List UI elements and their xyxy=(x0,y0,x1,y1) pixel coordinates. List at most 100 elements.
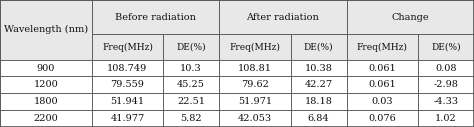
Bar xyxy=(219,0,346,34)
Text: 2200: 2200 xyxy=(34,114,58,123)
Bar xyxy=(291,34,346,60)
Bar xyxy=(0,0,92,60)
Text: 42.27: 42.27 xyxy=(304,80,333,89)
Text: 79.62: 79.62 xyxy=(241,80,269,89)
Bar xyxy=(163,60,219,76)
Text: 79.559: 79.559 xyxy=(110,80,145,89)
Bar xyxy=(219,34,291,60)
Bar xyxy=(92,34,163,60)
Text: 18.18: 18.18 xyxy=(305,97,332,106)
Bar xyxy=(163,76,219,93)
Text: Change: Change xyxy=(392,13,429,22)
Bar xyxy=(346,76,418,93)
Text: Freq(MHz): Freq(MHz) xyxy=(229,42,280,52)
Text: -4.33: -4.33 xyxy=(433,97,458,106)
Bar xyxy=(291,93,346,110)
Bar xyxy=(418,110,474,127)
Text: Before radiation: Before radiation xyxy=(115,13,196,22)
Bar xyxy=(219,34,291,60)
Bar xyxy=(346,34,418,60)
Bar xyxy=(92,34,163,60)
Bar xyxy=(163,93,219,110)
Bar xyxy=(0,93,92,110)
Bar xyxy=(219,0,346,34)
Text: 42.053: 42.053 xyxy=(238,114,272,123)
Bar xyxy=(346,110,418,127)
Text: 108.81: 108.81 xyxy=(238,64,272,73)
Bar xyxy=(418,60,474,76)
Bar xyxy=(418,34,474,60)
Text: -2.98: -2.98 xyxy=(434,80,458,89)
Bar xyxy=(92,0,219,34)
Bar xyxy=(163,110,219,127)
Bar xyxy=(418,60,474,76)
Bar xyxy=(92,110,163,127)
Text: 51.941: 51.941 xyxy=(110,97,145,106)
Bar xyxy=(291,110,346,127)
Text: Freq(MHz): Freq(MHz) xyxy=(102,42,153,52)
Bar xyxy=(418,93,474,110)
Text: 0.061: 0.061 xyxy=(368,64,396,73)
Text: 6.84: 6.84 xyxy=(308,114,329,123)
Bar xyxy=(0,60,92,76)
Bar xyxy=(0,76,92,93)
Bar xyxy=(92,93,163,110)
Bar xyxy=(92,0,219,34)
Bar xyxy=(291,60,346,76)
Bar xyxy=(163,60,219,76)
Bar xyxy=(219,110,291,127)
Text: 0.03: 0.03 xyxy=(372,97,393,106)
Bar xyxy=(291,110,346,127)
Bar xyxy=(291,93,346,110)
Text: 45.25: 45.25 xyxy=(177,80,205,89)
Bar xyxy=(291,34,346,60)
Text: DE(%): DE(%) xyxy=(431,43,461,51)
Bar xyxy=(219,60,291,76)
Text: 5.82: 5.82 xyxy=(180,114,202,123)
Bar xyxy=(163,34,219,60)
Text: 51.971: 51.971 xyxy=(238,97,272,106)
Bar xyxy=(163,76,219,93)
Bar xyxy=(418,76,474,93)
Text: DE(%): DE(%) xyxy=(176,43,206,51)
Bar xyxy=(92,60,163,76)
Bar xyxy=(346,60,418,76)
Bar xyxy=(0,76,92,93)
Bar xyxy=(418,110,474,127)
Text: After radiation: After radiation xyxy=(246,13,319,22)
Bar xyxy=(0,0,92,60)
Bar xyxy=(0,110,92,127)
Bar xyxy=(0,60,92,76)
Text: Freq(MHz): Freq(MHz) xyxy=(357,42,408,52)
Bar xyxy=(92,93,163,110)
Text: DE(%): DE(%) xyxy=(304,43,333,51)
Text: 1.02: 1.02 xyxy=(435,114,457,123)
Bar xyxy=(418,93,474,110)
Bar xyxy=(219,76,291,93)
Bar xyxy=(346,34,418,60)
Bar xyxy=(346,60,418,76)
Bar xyxy=(346,93,418,110)
Bar xyxy=(0,93,92,110)
Bar xyxy=(0,110,92,127)
Text: 22.51: 22.51 xyxy=(177,97,205,106)
Bar xyxy=(219,110,291,127)
Bar xyxy=(346,110,418,127)
Bar xyxy=(346,0,474,34)
Bar xyxy=(92,76,163,93)
Bar xyxy=(346,0,474,34)
Text: 0.061: 0.061 xyxy=(368,80,396,89)
Bar xyxy=(163,93,219,110)
Text: 108.749: 108.749 xyxy=(107,64,147,73)
Text: 10.3: 10.3 xyxy=(180,64,202,73)
Bar xyxy=(346,93,418,110)
Bar xyxy=(92,76,163,93)
Text: 0.076: 0.076 xyxy=(368,114,396,123)
Text: 900: 900 xyxy=(36,64,55,73)
Bar xyxy=(346,76,418,93)
Text: Wavelength (nm): Wavelength (nm) xyxy=(4,25,88,34)
Bar xyxy=(219,93,291,110)
Bar xyxy=(291,76,346,93)
Bar xyxy=(163,110,219,127)
Bar xyxy=(418,34,474,60)
